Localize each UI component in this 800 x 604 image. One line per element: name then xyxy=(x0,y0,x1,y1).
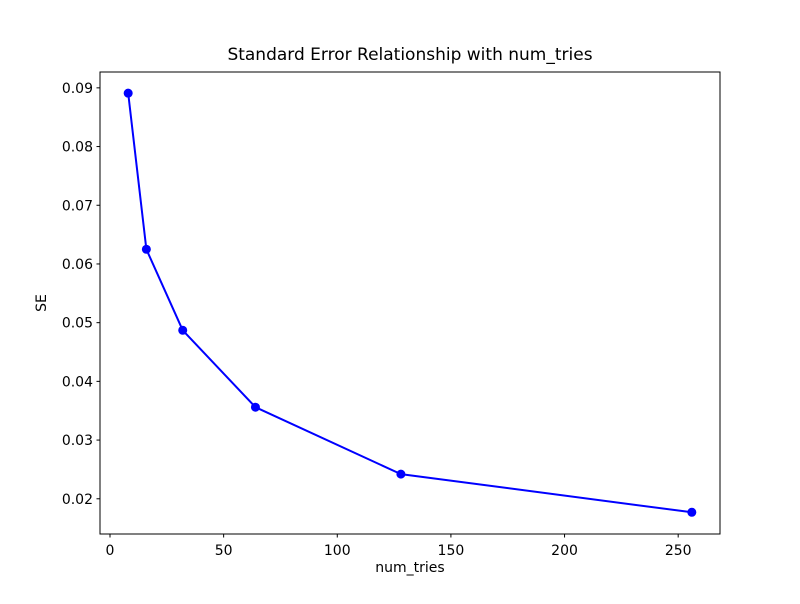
chart-title: Standard Error Relationship with num_tri… xyxy=(227,45,592,65)
x-tick-label: 200 xyxy=(551,543,578,559)
se-line xyxy=(127,92,693,514)
data-point-marker xyxy=(396,469,406,479)
x-axis-ticks: 0 50 100 150 200 250 xyxy=(106,534,692,559)
x-tick-label: 250 xyxy=(665,543,692,559)
y-tick-label: 0.02 xyxy=(62,492,93,508)
y-tick-label: 0.03 xyxy=(62,433,93,449)
x-tick-label: 150 xyxy=(438,543,465,559)
y-tick-label: 0.06 xyxy=(62,257,93,273)
y-tick-label: 0.09 xyxy=(62,81,93,97)
data-point-marker xyxy=(250,402,260,412)
data-point-marker xyxy=(687,507,697,517)
x-tick-label: 100 xyxy=(324,543,351,559)
y-axis-label: SE xyxy=(34,294,50,312)
x-axis-label: num_tries xyxy=(375,560,444,576)
x-tick-label: 50 xyxy=(215,543,233,559)
data-point-marker xyxy=(178,325,188,335)
se-series xyxy=(123,88,697,517)
y-axis-ticks: 0.02 0.03 0.04 0.05 0.06 0.07 0.08 0.09 xyxy=(62,81,100,508)
plot-area xyxy=(99,71,721,535)
y-tick-label: 0.08 xyxy=(62,140,93,156)
y-tick-label: 0.05 xyxy=(62,316,93,332)
x-tick-label: 0 xyxy=(106,543,115,559)
data-point-marker xyxy=(123,88,133,98)
data-point-marker xyxy=(141,244,151,254)
y-tick-label: 0.07 xyxy=(62,198,93,214)
y-tick-label: 0.04 xyxy=(62,374,93,390)
